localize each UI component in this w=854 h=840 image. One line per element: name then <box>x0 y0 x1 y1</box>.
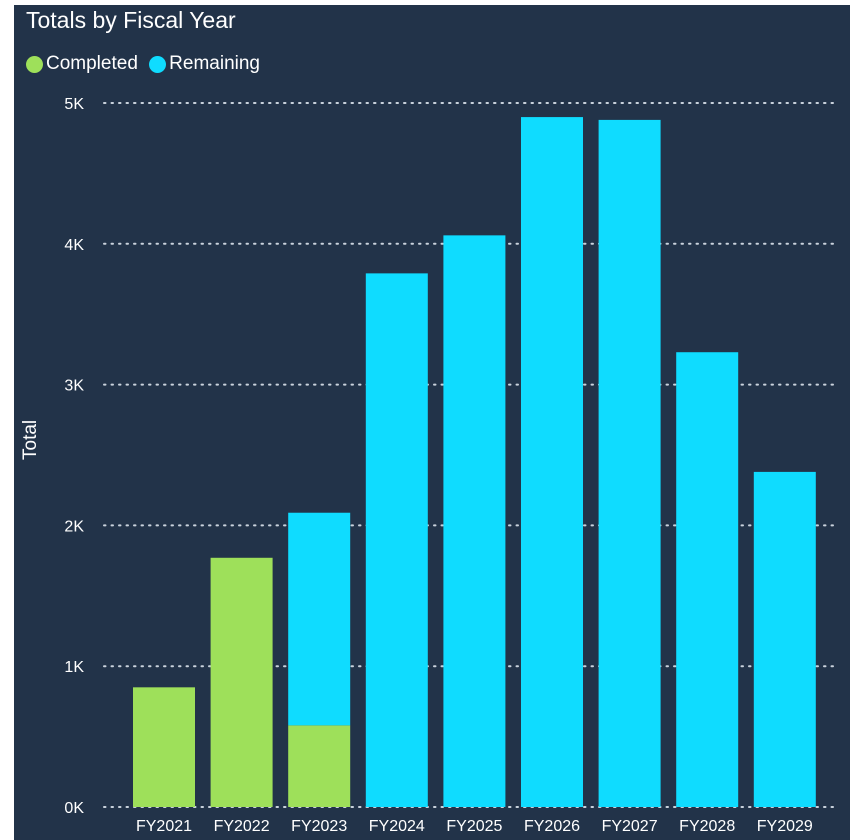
bar-remaining-fy2023[interactable] <box>288 512 351 726</box>
bar-remaining-fy2027[interactable] <box>598 119 661 807</box>
bar-remaining-fy2029[interactable] <box>753 471 816 807</box>
x-tick-label: FY2026 <box>524 818 580 835</box>
x-tick-label: FY2029 <box>757 818 813 835</box>
bar-completed-fy2021[interactable] <box>133 687 195 807</box>
bar-completed-fy2023[interactable] <box>288 725 351 807</box>
legend-label-completed: Completed <box>46 53 138 74</box>
legend-marker-remaining <box>149 55 167 73</box>
x-tick-label: FY2023 <box>291 818 347 835</box>
y-tick-label: 0K <box>64 800 84 817</box>
x-tick-label: FY2025 <box>446 818 502 835</box>
legend-marker-completed <box>26 55 43 73</box>
bar-remaining-fy2026[interactable] <box>521 117 583 807</box>
y-tick-label: 5K <box>64 96 84 113</box>
legend-item-remaining[interactable]: Remaining <box>149 53 260 75</box>
bar-chart-plot: 0K 1K 2K 3K 4K 5K FY2021 FY2022 FY2023 FY2024 FY20… <box>64 96 837 835</box>
chart-title: Totals by Fiscal Year <box>26 7 236 33</box>
x-tick-label: FY2021 <box>136 818 192 835</box>
y-tick-label: 4K <box>64 237 84 254</box>
x-tick-label: FY2022 <box>214 818 270 835</box>
x-tick-label: FY2027 <box>602 818 658 835</box>
bar-remaining-fy2024[interactable] <box>365 273 428 807</box>
y-tick-label: 2K <box>64 518 84 535</box>
bar-completed-fy2022[interactable] <box>210 557 273 807</box>
x-tick-label: FY2024 <box>369 818 425 835</box>
x-tick-label: FY2028 <box>679 818 735 835</box>
legend: Completed Remaining <box>26 53 266 75</box>
y-tick-label: 3K <box>64 378 84 395</box>
bar-remaining-fy2025[interactable] <box>443 235 506 808</box>
y-tick-label: 1K <box>64 659 84 676</box>
chart-panel: Totals by Fiscal Year Completed Remainin… <box>14 5 850 840</box>
bar-remaining-fy2028[interactable] <box>676 352 739 807</box>
legend-label-remaining: Remaining <box>169 53 260 74</box>
legend-item-completed[interactable]: Completed <box>26 53 138 75</box>
